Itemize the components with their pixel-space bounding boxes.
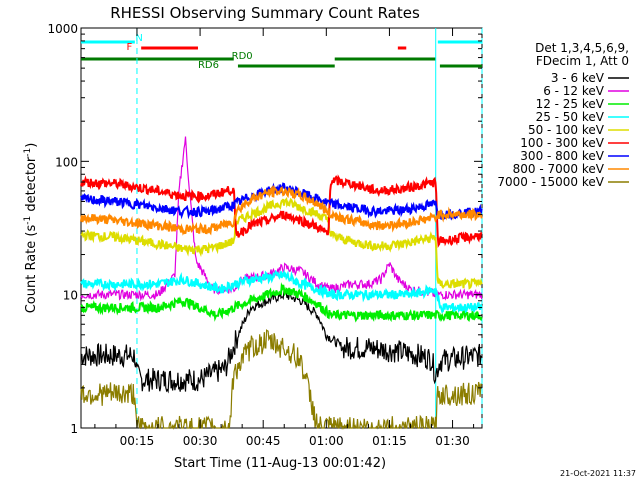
y-axis-label-main: Count Rate (s bbox=[24, 225, 39, 314]
legend-entry-label: 100 - 300 keV bbox=[520, 136, 604, 150]
y-axis-label-mid: detector bbox=[24, 156, 39, 216]
y-axis-ticks: 1 10 100 1000 bbox=[47, 22, 482, 436]
flag-label: F bbox=[127, 42, 133, 53]
plot-frame bbox=[80, 27, 483, 429]
x-axis-ticks: 00:15 00:30 00:45 01:00 01:15 01:30 bbox=[94, 28, 475, 448]
flag-label: RD6 bbox=[198, 60, 219, 71]
series-line bbox=[80, 282, 483, 323]
legend-entry-label: 7000 - 15000 keV bbox=[497, 175, 604, 189]
series-line bbox=[80, 329, 483, 430]
series-line bbox=[80, 174, 483, 249]
series-line bbox=[80, 269, 483, 314]
x-tick-label: 00:15 bbox=[120, 434, 155, 448]
y-axis-label-sup2: -1 bbox=[23, 148, 33, 157]
series-line bbox=[80, 185, 483, 236]
y-tick-label: 1000 bbox=[47, 22, 78, 36]
x-tick-label: 01:30 bbox=[435, 434, 470, 448]
count-rate-series bbox=[80, 136, 483, 430]
y-axis-label: Count Rate (s-1 detector-1) bbox=[23, 143, 39, 314]
legend-entry-label: 3 - 6 keV bbox=[551, 71, 605, 85]
legend-header-line-1: Det 1,3,4,5,6,9, bbox=[535, 41, 629, 55]
x-tick-label: 00:30 bbox=[183, 434, 218, 448]
flag-label: RD0 bbox=[232, 51, 253, 62]
series-line bbox=[80, 290, 483, 394]
series-line bbox=[80, 197, 483, 290]
legend: Det 1,3,4,5,6,9, FDecim 1, Att 0 3 - 6 k… bbox=[497, 41, 629, 189]
legend-entry-label: 800 - 7000 keV bbox=[513, 162, 605, 176]
y-tick-label: 100 bbox=[55, 155, 78, 169]
y-axis-label-end: ) bbox=[24, 143, 39, 148]
legend-entry-label: 300 - 800 keV bbox=[520, 149, 604, 163]
legend-entry-label: 50 - 100 keV bbox=[528, 123, 605, 137]
x-tick-label: 01:15 bbox=[372, 434, 407, 448]
x-axis-label: Start Time (11-Aug-13 00:01:42) bbox=[174, 456, 386, 471]
legend-entry-label: 6 - 12 keV bbox=[543, 84, 605, 98]
y-tick-label: 10 bbox=[63, 289, 78, 303]
flag-annotations: NF RD0 RD6 bbox=[127, 33, 253, 71]
flag-label: N bbox=[135, 33, 142, 44]
chart-title: RHESSI Observing Summary Count Rates bbox=[110, 4, 420, 22]
x-tick-label: 00:45 bbox=[246, 434, 281, 448]
footer-date: 21-Oct-2021 11:37 bbox=[560, 469, 636, 478]
y-tick-label: 1 bbox=[70, 422, 78, 436]
y-axis-label-sup1: -1 bbox=[23, 216, 33, 225]
status-flag-bars bbox=[81, 40, 482, 68]
legend-entry-label: 12 - 25 keV bbox=[536, 97, 605, 111]
legend-entry-label: 25 - 50 keV bbox=[536, 110, 605, 124]
legend-header-line-2: FDecim 1, Att 0 bbox=[536, 54, 629, 68]
x-tick-label: 01:00 bbox=[309, 434, 344, 448]
